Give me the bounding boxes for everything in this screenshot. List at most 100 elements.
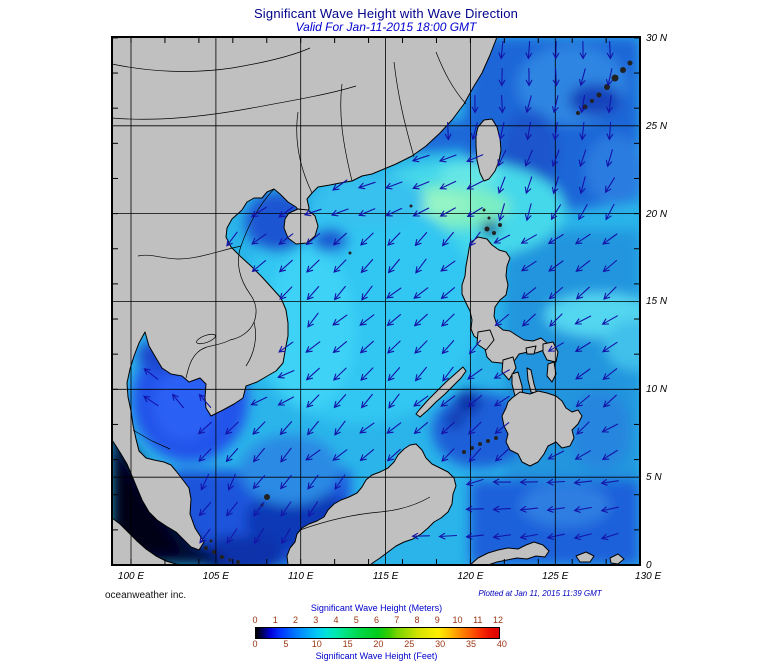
wave-direction-arrow (604, 177, 616, 194)
wave-direction-arrow (333, 259, 347, 273)
meters-tick-label: 8 (414, 615, 420, 625)
wave-direction-arrow (413, 395, 429, 407)
wave-direction-arrow (358, 208, 376, 217)
wave-direction-arrow (414, 340, 428, 354)
wave-direction-arrow (497, 149, 507, 167)
wave-direction-arrow (303, 208, 322, 217)
wave-direction-arrow (333, 367, 347, 381)
wave-direction-arrow (253, 528, 265, 545)
small-island (575, 551, 595, 563)
wave-direction-arrow (438, 154, 457, 163)
wave-direction-arrow (602, 259, 618, 273)
wave-direction-arrow (279, 421, 293, 436)
lon-axis-label: 130 E (635, 571, 662, 582)
wave-direction-arrow (468, 448, 482, 463)
chart-subtitle: Valid For Jan-11-2015 18:00 GMT (295, 20, 477, 34)
wave-direction-arrow (441, 340, 455, 355)
wave-direction-arrow (492, 533, 511, 540)
wave-direction-arrow (492, 478, 512, 486)
wave-direction-arrow (606, 121, 614, 141)
wave-direction-arrow (546, 506, 565, 513)
lon-axis-label: 115 E (372, 571, 399, 582)
wave-direction-arrow (575, 260, 591, 273)
wave-direction-arrow (360, 367, 374, 381)
feet-tick-label: 35 (466, 639, 477, 649)
wave-direction-arrow (225, 501, 238, 517)
wave-direction-arrow (520, 234, 537, 244)
wave-direction-arrow (579, 40, 587, 60)
wave-direction-arrow (198, 448, 212, 462)
lat-axis-label: 10 N (646, 384, 668, 396)
wave-direction-arrow (465, 532, 485, 540)
wave-direction-arrow (415, 258, 427, 274)
vietnam-coast-bright (265, 250, 355, 410)
wave-direction-arrow (361, 285, 373, 301)
wave-direction-arrow (605, 68, 613, 87)
masbate-island (525, 345, 537, 355)
wave-direction-arrow (519, 478, 539, 486)
wave-direction-arrow (143, 368, 159, 380)
samar-island (542, 341, 559, 363)
lon-axis-label: 125 E (542, 571, 569, 582)
wave-direction-arrow (600, 479, 619, 486)
legend-meters-title: Significant Wave Height (Meters) (310, 603, 443, 613)
wave-direction-arrow (466, 154, 484, 163)
mindanao-island (501, 390, 583, 467)
wave-direction-arrow (439, 207, 456, 217)
wave-direction-arrow (525, 40, 533, 60)
wave-direction-arrow (385, 207, 403, 217)
wave-direction-arrow (251, 233, 267, 245)
wave-direction-arrow (547, 450, 565, 460)
wave-direction-arrow (359, 314, 375, 326)
wave-direction-arrow (605, 203, 615, 221)
wave-direction-arrow (525, 122, 532, 141)
wave-direction-arrow (575, 394, 591, 408)
wave-direction-arrow (278, 259, 293, 273)
wave-direction-arrow (525, 67, 533, 87)
wave-direction-arrow (306, 259, 320, 273)
wave-direction-arrow (360, 232, 374, 246)
wave-direction-arrow (469, 231, 481, 247)
wave-direction-arrow (470, 122, 478, 141)
wave-direction-arrow (519, 505, 539, 513)
wave-direction-arrow (252, 447, 265, 463)
wave-direction-arrow (171, 393, 184, 409)
wave-direction-arrow (574, 233, 591, 245)
meters-tick-label: 9 (434, 615, 440, 625)
wave-direction-arrow (579, 95, 586, 114)
wave-direction-arrow (498, 40, 506, 60)
wave-direction-arrow (551, 95, 559, 114)
wave-direction-arrow (467, 368, 483, 380)
lat-axis-label: 25 N (646, 120, 668, 132)
wave-direction-arrow (142, 395, 159, 407)
wave-direction-arrow (548, 260, 564, 272)
wave-direction-arrow (546, 478, 566, 486)
wave-direction-arrow (575, 286, 590, 300)
meters-tick-label: 0 (252, 615, 258, 625)
wave-direction-arrow (602, 368, 618, 381)
wave-direction-arrow (498, 67, 506, 87)
wave-direction-arrow (280, 447, 292, 463)
wave-direction-arrow (332, 232, 347, 246)
wave-direction-arrow (548, 286, 564, 300)
wave-direction-arrow (492, 505, 512, 513)
meters-tick-label: 7 (394, 615, 400, 625)
wave-direction-arrow (493, 395, 510, 407)
land-masses (111, 36, 633, 566)
wave-direction-arrow (280, 501, 292, 517)
wave-direction-arrow (332, 341, 348, 354)
wave-direction-arrow (574, 315, 592, 325)
wave-direction-arrow (441, 313, 455, 327)
lon-axis-label: 110 E (287, 571, 314, 582)
wave-direction-arrow (605, 149, 613, 168)
wave-direction-arrow (497, 176, 506, 194)
wave-direction-arrow (471, 94, 479, 114)
wave-direction-arrow (467, 395, 483, 408)
wave-direction-arrow (277, 370, 295, 379)
wave-direction-arrow (225, 448, 239, 463)
wave-direction-arrow (334, 474, 346, 490)
wave-direction-arrow (551, 149, 560, 167)
wave-direction-arrow (198, 393, 212, 408)
wave-direction-arrow (200, 473, 210, 491)
